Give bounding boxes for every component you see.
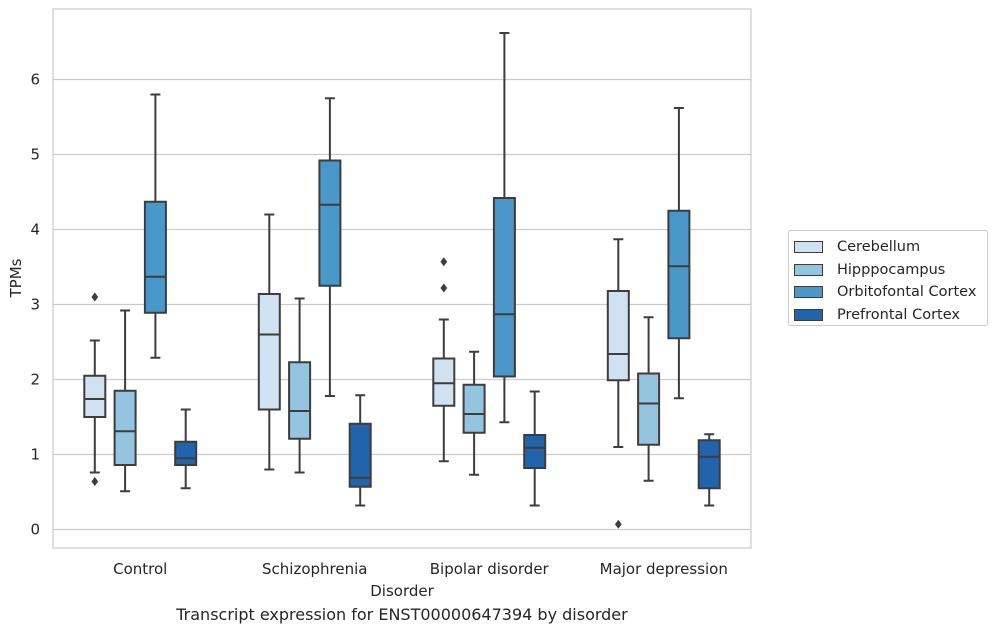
box <box>174 408 198 490</box>
x-axis-label: Disorder <box>370 582 434 600</box>
box-iqr <box>432 357 456 407</box>
y-tick-label: 0 <box>30 521 40 539</box>
legend-swatch <box>794 308 823 321</box>
box <box>667 107 691 400</box>
y-tick-label: 5 <box>30 146 40 164</box>
box <box>288 297 312 474</box>
gridlines <box>53 78 751 531</box>
box-iqr <box>697 439 721 490</box>
box-plot-series <box>83 32 721 529</box>
y-axis-label: TPMs <box>7 258 25 298</box>
box-iqr <box>257 293 281 411</box>
box <box>523 390 547 507</box>
box <box>492 32 516 424</box>
outlier-point <box>440 257 448 267</box>
box-iqr <box>83 374 107 418</box>
legend-label: Cerebellum <box>837 239 921 256</box>
box-iqr <box>288 361 312 440</box>
box <box>697 433 721 507</box>
legend-label: Prefrontal Cortex <box>837 306 960 323</box>
box-iqr <box>143 200 167 314</box>
x-axis-ticks: Control Schizophrenia Bipolar disorder Majo… <box>113 560 728 578</box>
box <box>143 93 167 359</box>
box-iqr <box>606 290 630 382</box>
outlier-point <box>614 519 622 529</box>
y-tick-label: 6 <box>30 71 40 89</box>
box-iqr <box>462 383 486 434</box>
x-tick-label: Schizophrenia <box>262 560 367 578</box>
box <box>83 292 107 486</box>
legend-item: Orbitofontal Cortex <box>794 281 987 304</box>
box-iqr <box>492 197 516 378</box>
legend: Cerebellum Hipppocampus Orbitofontal Corte… <box>788 230 988 326</box>
box-iqr <box>348 422 372 488</box>
box <box>257 213 281 471</box>
legend-swatch <box>794 241 823 254</box>
box <box>637 316 661 482</box>
box-iqr <box>667 209 691 340</box>
legend-label: Hipppocampus <box>837 261 946 278</box>
series-cerebellum <box>83 213 630 529</box>
y-tick-label: 1 <box>30 446 40 464</box>
legend-label: Orbitofontal Cortex <box>837 284 977 301</box>
box <box>606 238 630 529</box>
box <box>462 350 486 476</box>
plot-frame <box>52 8 752 549</box>
legend-item: Hipppocampus <box>794 259 987 282</box>
x-tick-label: Bipolar disorder <box>430 560 550 578</box>
series-orbitofontal-cortex <box>143 32 691 424</box>
legend-swatch <box>794 263 823 276</box>
legend-item: Cerebellum <box>794 236 987 259</box>
box <box>318 97 342 397</box>
box-iqr <box>174 440 198 466</box>
outlier-point <box>91 292 99 302</box>
box <box>348 394 372 507</box>
series-prefrontal-cortex <box>174 390 721 507</box>
outlier-point <box>440 283 448 293</box>
legend-item: Prefrontal Cortex <box>794 304 987 327</box>
x-tick-label: Major depression <box>600 560 728 578</box>
y-tick-label: 3 <box>30 296 40 314</box>
legend-swatch <box>794 286 823 299</box>
series-hipppocampus <box>113 297 661 493</box>
box-iqr <box>318 159 342 287</box>
y-tick-label: 2 <box>30 371 40 389</box>
outlier-point <box>91 477 99 486</box>
box-iqr <box>637 372 661 446</box>
y-tick-label: 4 <box>30 221 40 239</box>
box-iqr <box>523 434 547 469</box>
box-iqr <box>113 389 137 466</box>
y-axis-ticks: 0 1 2 3 4 5 6 <box>30 71 40 539</box>
box <box>113 309 137 493</box>
chart-caption: Transcript expression for ENST0000064739… <box>176 605 628 624</box>
x-tick-label: Control <box>113 560 167 578</box>
box <box>432 257 456 463</box>
